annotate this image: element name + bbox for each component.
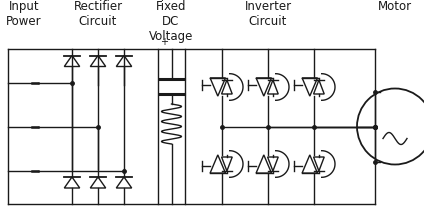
Text: +: + [160,37,168,47]
Polygon shape [256,78,271,96]
Text: Motor: Motor [378,0,412,13]
Polygon shape [64,177,80,188]
Polygon shape [90,177,106,188]
Polygon shape [268,80,278,94]
Polygon shape [256,155,271,173]
Polygon shape [64,55,80,67]
Polygon shape [302,155,318,173]
Polygon shape [302,78,318,96]
Polygon shape [268,157,278,171]
Polygon shape [314,80,324,94]
Polygon shape [90,55,106,67]
Text: Input
Power: Input Power [6,0,42,28]
Polygon shape [116,55,132,67]
Polygon shape [222,157,232,171]
Polygon shape [210,155,226,173]
Text: Rectifier
Circuit: Rectifier Circuit [73,0,123,28]
Polygon shape [314,157,324,171]
Polygon shape [222,80,232,94]
Polygon shape [210,78,226,96]
Text: Inverter
Circuit: Inverter Circuit [245,0,292,28]
Text: Fixed
DC
Voltage: Fixed DC Voltage [149,0,193,43]
Polygon shape [116,177,132,188]
